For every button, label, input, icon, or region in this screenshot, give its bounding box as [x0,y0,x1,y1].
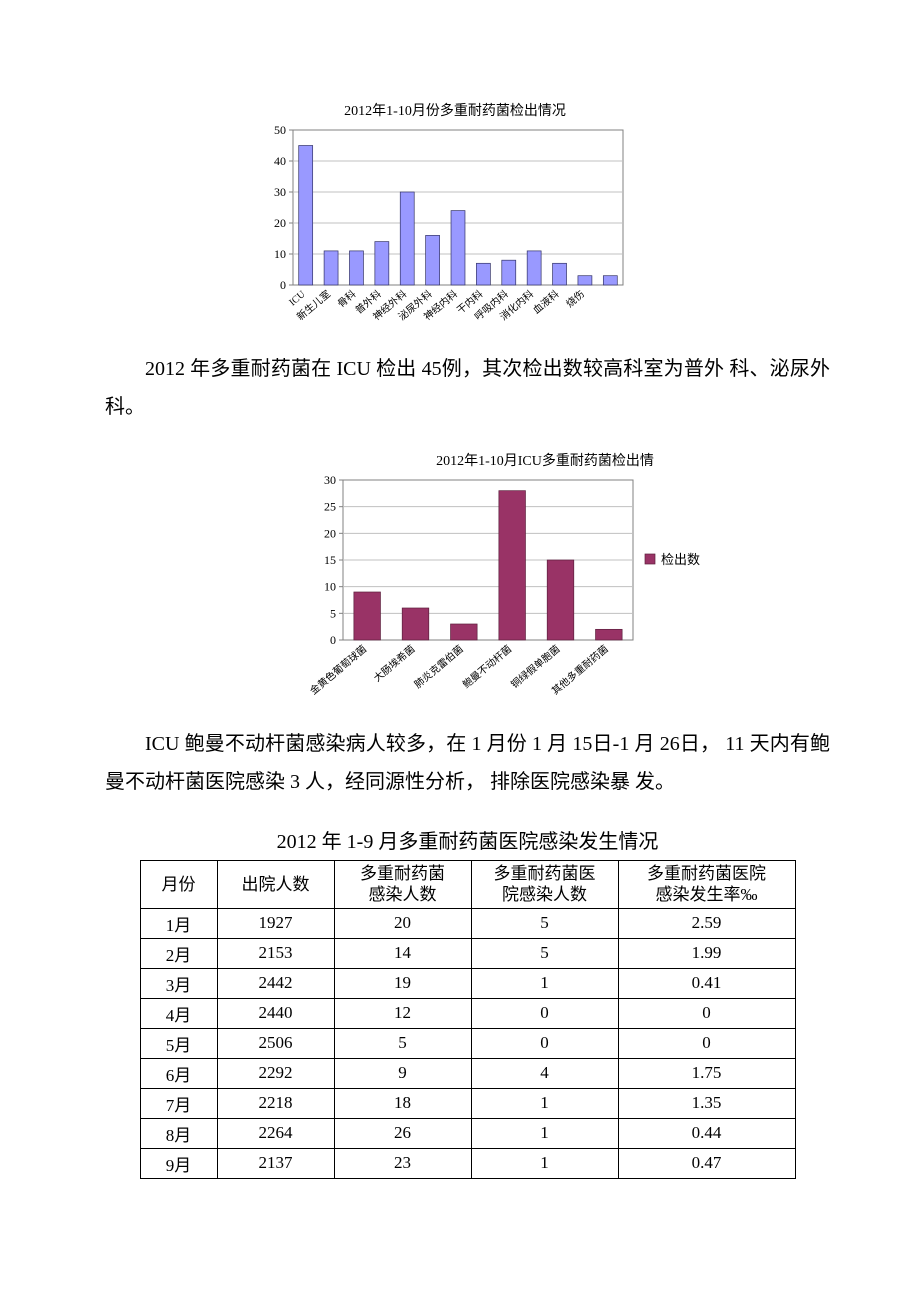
svg-text:5: 5 [330,606,336,620]
table-cell: 7月 [140,1088,217,1118]
table-header-row: 月份出院人数多重耐药菌感染人数多重耐药菌医院感染人数多重耐药菌医院感染发生率‰ [140,861,795,909]
svg-text:金黄色葡萄球菌: 金黄色葡萄球菌 [307,642,369,697]
table-cell: 1.35 [618,1088,795,1118]
table-cell: 2506 [217,1028,334,1058]
table-cell: 18 [334,1088,471,1118]
table-cell: 1927 [217,908,334,938]
table-row: 4月24401200 [140,998,795,1028]
table-header-cell: 月份 [140,861,217,909]
table-header-cell: 多重耐药菌医院感染人数 [471,861,618,909]
table-cell: 2292 [217,1058,334,1088]
chart2-title: 2012年1-10月ICU多重耐药菌检出情 [295,450,795,470]
table-row: 7月22181811.35 [140,1088,795,1118]
table-cell: 2月 [140,938,217,968]
table-row: 8月22642610.44 [140,1118,795,1148]
chart1-title: 2012年1-10月份多重耐药菌检出情况 [245,100,665,120]
svg-text:鲍曼不动杆菌: 鲍曼不动杆菌 [460,642,514,691]
table-cell: 5 [471,938,618,968]
table-row: 1月19272052.59 [140,908,795,938]
table-row: 5月2506500 [140,1028,795,1058]
table-cell: 23 [334,1148,471,1178]
svg-text:肺炎克雷伯菌: 肺炎克雷伯菌 [411,642,465,691]
table-cell: 14 [334,938,471,968]
table-cell: 1.99 [618,938,795,968]
table-header-cell: 多重耐药菌感染人数 [334,861,471,909]
table-row: 2月21531451.99 [140,938,795,968]
table-cell: 1月 [140,908,217,938]
svg-text:检出数: 检出数 [661,552,700,567]
table-cell: 2.59 [618,908,795,938]
table-row: 6月2292941.75 [140,1058,795,1088]
svg-text:烧伤: 烧伤 [563,287,587,310]
chart1-svg: 01020304050ICU新生儿室骨科普外科神经外科泌尿外科神经内科干内科呼吸… [245,124,633,335]
table-cell: 2218 [217,1088,334,1118]
table-cell: 1 [471,1088,618,1118]
svg-text:15: 15 [324,553,336,567]
table-cell: 0.44 [618,1118,795,1148]
svg-text:0: 0 [280,278,286,292]
table-cell: 19 [334,968,471,998]
svg-text:铜绿假单胞菌: 铜绿假单胞菌 [508,642,562,691]
document-page: 2012年1-10月份多重耐药菌检出情况 01020304050ICU新生儿室骨… [0,0,920,1219]
svg-text:20: 20 [274,216,286,230]
table-cell: 9月 [140,1148,217,1178]
chart2-block: 2012年1-10月ICU多重耐药菌检出情 0 5 10 15 20 25 30 金黄色葡萄球… [295,450,795,715]
chart2-svg: 0 5 10 15 20 25 30 金黄色葡萄球菌大肠埃希菌肺炎克雷伯菌鲍曼不动杆菌铜绿假单… [295,474,723,710]
infection-table: 月份出院人数多重耐药菌感染人数多重耐药菌医院感染人数多重耐药菌医院感染发生率‰1… [140,860,796,1179]
table-cell: 0 [618,998,795,1028]
table-cell: 0.41 [618,968,795,998]
table-cell: 12 [334,998,471,1028]
svg-text:30: 30 [324,474,336,487]
table-header-cell: 多重耐药菌医院感染发生率‰ [618,861,795,909]
table-row: 3月24421910.41 [140,968,795,998]
table-cell: 0 [618,1028,795,1058]
svg-text:40: 40 [274,154,286,168]
table-cell: 26 [334,1118,471,1148]
table-cell: 5 [471,908,618,938]
svg-text:30: 30 [274,185,286,199]
table-cell: 1.75 [618,1058,795,1088]
table-cell: 5 [334,1028,471,1058]
svg-text:10: 10 [324,580,336,594]
svg-text:大肠埃希菌: 大肠埃希菌 [371,642,418,684]
table-title: 2012 年 1-9 月多重耐药菌医院感染发生情况 [105,825,830,854]
table-cell: 0.47 [618,1148,795,1178]
svg-text:0: 0 [330,633,336,647]
paragraph-1: 2012 年多重耐药菌在 ICU 检出 45例，其次检出数较高科室为普外 科、泌… [105,350,830,426]
table-cell: 2442 [217,968,334,998]
paragraph-2: ICU 鲍曼不动杆菌感染病人较多，在 1 月份 1 月 15日-1 月 26日，… [105,725,830,801]
svg-text:50: 50 [274,124,286,137]
table-cell: 3月 [140,968,217,998]
table-cell: 2440 [217,998,334,1028]
table-cell: 2153 [217,938,334,968]
table-cell: 5月 [140,1028,217,1058]
table-cell: 8月 [140,1118,217,1148]
table-cell: 6月 [140,1058,217,1088]
svg-text:20: 20 [324,526,336,540]
table-cell: 20 [334,908,471,938]
table-cell: 1 [471,968,618,998]
table-cell: 0 [471,1028,618,1058]
svg-text:血液科: 血液科 [530,287,561,316]
svg-text:10: 10 [274,247,286,261]
table-cell: 4月 [140,998,217,1028]
table-cell: 0 [471,998,618,1028]
table-cell: 1 [471,1118,618,1148]
table-cell: 4 [471,1058,618,1088]
chart1-block: 2012年1-10月份多重耐药菌检出情况 01020304050ICU新生儿室骨… [245,100,665,340]
table-cell: 2137 [217,1148,334,1178]
table-row: 9月21372310.47 [140,1148,795,1178]
table-cell: 9 [334,1058,471,1088]
table-cell: 1 [471,1148,618,1178]
table-header-cell: 出院人数 [217,861,334,909]
svg-text:25: 25 [324,500,336,514]
table-cell: 2264 [217,1118,334,1148]
